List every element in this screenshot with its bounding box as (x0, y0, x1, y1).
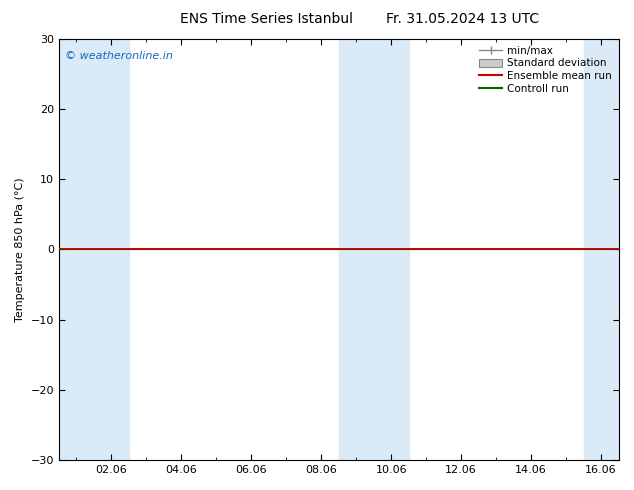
Y-axis label: Temperature 850 hPa (°C): Temperature 850 hPa (°C) (15, 177, 25, 321)
Bar (339, 39, 409, 460)
Legend: min/max, Standard deviation, Ensemble mean run, Controll run: min/max, Standard deviation, Ensemble me… (477, 44, 613, 96)
Text: Fr. 31.05.2024 13 UTC: Fr. 31.05.2024 13 UTC (386, 12, 540, 26)
Bar (583, 39, 619, 460)
Text: © weatheronline.in: © weatheronline.in (65, 51, 172, 61)
Text: ENS Time Series Istanbul: ENS Time Series Istanbul (180, 12, 353, 26)
Bar (59, 39, 129, 460)
